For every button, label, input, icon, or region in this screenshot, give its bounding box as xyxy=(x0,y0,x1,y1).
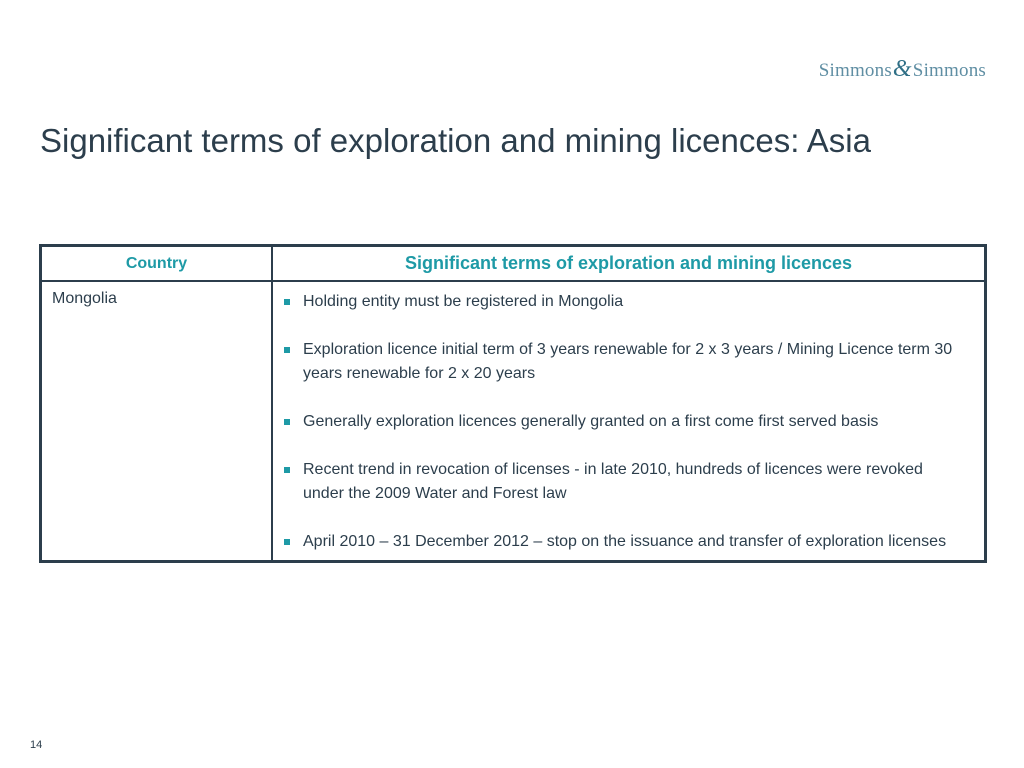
list-item: Recent trend in revocation of licenses -… xyxy=(283,458,964,506)
list-item-text: Exploration licence initial term of 3 ye… xyxy=(303,341,953,382)
terms-column-header: Significant terms of exploration and min… xyxy=(271,244,987,282)
table-row: Mongolia Holding entity must be register… xyxy=(39,280,987,563)
list-item-text: Holding entity must be registered in Mon… xyxy=(303,293,624,310)
page-number: 14 xyxy=(30,739,43,751)
terms-cell: Holding entity must be registered in Mon… xyxy=(271,280,987,563)
terms-bullet-list: Holding entity must be registered in Mon… xyxy=(283,290,964,554)
logo-ampersand: & xyxy=(892,56,912,82)
list-item-text: Generally exploration licences generally… xyxy=(303,413,879,430)
list-item: Generally exploration licences generally… xyxy=(283,410,964,434)
square-bullet-icon xyxy=(284,467,290,473)
list-item-text: Recent trend in revocation of licenses -… xyxy=(303,461,923,502)
logo-text-right: Simmons xyxy=(912,60,986,81)
list-item: Holding entity must be registered in Mon… xyxy=(283,290,964,314)
square-bullet-icon xyxy=(284,299,290,305)
licence-terms-table: Country Significant terms of exploration… xyxy=(39,244,987,563)
simmons-and-simmons-logo: Simmons&Simmons xyxy=(819,56,986,83)
list-item: April 2010 – 31 December 2012 – stop on … xyxy=(283,530,964,554)
table-header-row: Country Significant terms of exploration… xyxy=(39,244,987,282)
slide-title: Significant terms of exploration and min… xyxy=(40,122,871,159)
list-item: Exploration licence initial term of 3 ye… xyxy=(283,338,964,386)
country-cell: Mongolia xyxy=(39,280,273,563)
square-bullet-icon xyxy=(284,419,290,425)
square-bullet-icon xyxy=(284,539,290,545)
list-item-text: April 2010 – 31 December 2012 – stop on … xyxy=(303,533,947,550)
country-column-header: Country xyxy=(39,244,273,282)
logo-text-left: Simmons xyxy=(818,60,892,81)
square-bullet-icon xyxy=(284,347,290,353)
